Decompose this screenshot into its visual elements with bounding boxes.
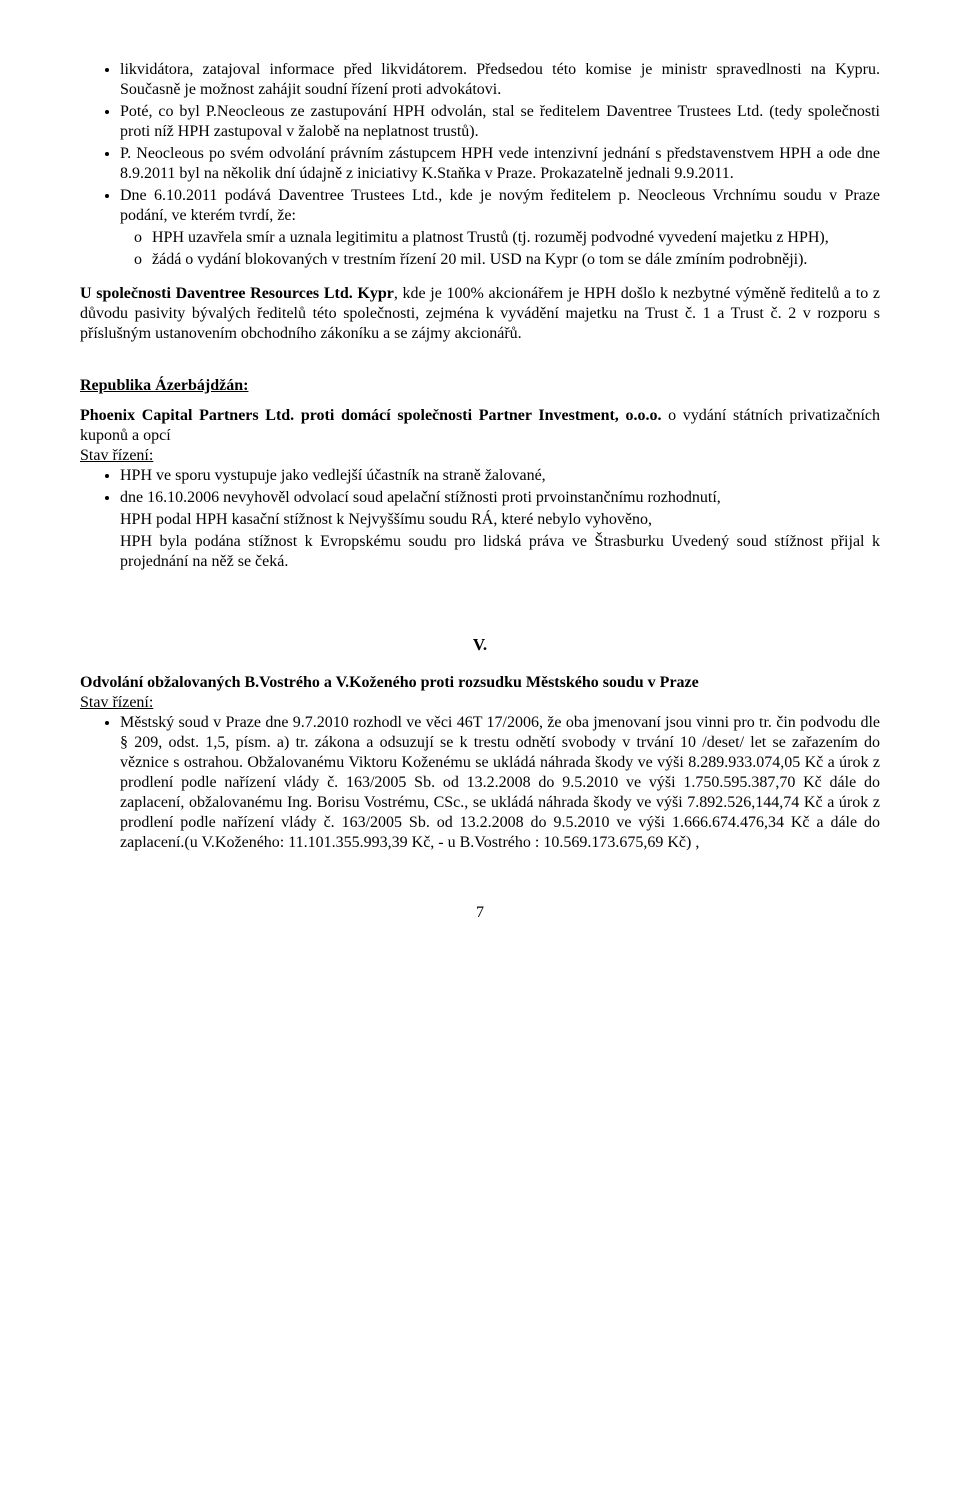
section-roman-v: V. — [80, 634, 880, 655]
list-item: Poté, co byl P.Neocleous ze zastupování … — [120, 102, 880, 142]
sub-list-item: HPH uzavřela smír a uznala legitimitu a … — [152, 228, 880, 248]
bullet-list-odvolani: Městský soud v Praze dne 9.7.2010 rozhod… — [80, 713, 880, 853]
sub-list-item: žádá o vydání blokovaných v trestním říz… — [152, 250, 880, 270]
page-content: likvidátora, zatajoval informace před li… — [80, 60, 880, 923]
list-item: dne 16.10.2006 nevyhověl odvolací soud a… — [120, 488, 880, 508]
paragraph-phoenix: Phoenix Capital Partners Ltd. proti domá… — [80, 406, 880, 446]
stav-rizeni-label: Stav řízení: — [80, 446, 880, 466]
bullet-list-az: HPH ve sporu vystupuje jako vedlejší úča… — [80, 466, 880, 572]
heading-odvolani: Odvolání obžalovaných B.Vostrého a V.Kož… — [80, 673, 880, 693]
heading-azerbaijan: Republika Ázerbájdžán: — [80, 376, 880, 396]
list-item: P. Neocleous po svém odvolání právním zá… — [120, 144, 880, 184]
list-item-text: Dne 6.10.2011 podává Daventree Trustees … — [120, 187, 880, 224]
list-item: Dne 6.10.2011 podává Daventree Trustees … — [120, 186, 880, 270]
bold-lead: Phoenix Capital Partners Ltd. proti domá… — [80, 407, 661, 424]
list-item: Městský soud v Praze dne 9.7.2010 rozhod… — [120, 713, 880, 853]
list-item: HPH byla podána stížnost k Evropskému so… — [120, 532, 880, 572]
bold-lead: U společnosti Daventree Resources Ltd. K… — [80, 285, 394, 302]
paragraph-daventree: U společnosti Daventree Resources Ltd. K… — [80, 284, 880, 344]
stav-rizeni-label-2: Stav řízení: — [80, 693, 880, 713]
list-item: HPH podal HPH kasační stížnost k Nejvyšš… — [120, 510, 880, 530]
sub-list: HPH uzavřela smír a uznala legitimitu a … — [120, 228, 880, 270]
page-number: 7 — [80, 903, 880, 923]
list-item: likvidátora, zatajoval informace před li… — [120, 60, 880, 100]
bullet-list-1: likvidátora, zatajoval informace před li… — [80, 60, 880, 270]
list-item: HPH ve sporu vystupuje jako vedlejší úča… — [120, 466, 880, 486]
